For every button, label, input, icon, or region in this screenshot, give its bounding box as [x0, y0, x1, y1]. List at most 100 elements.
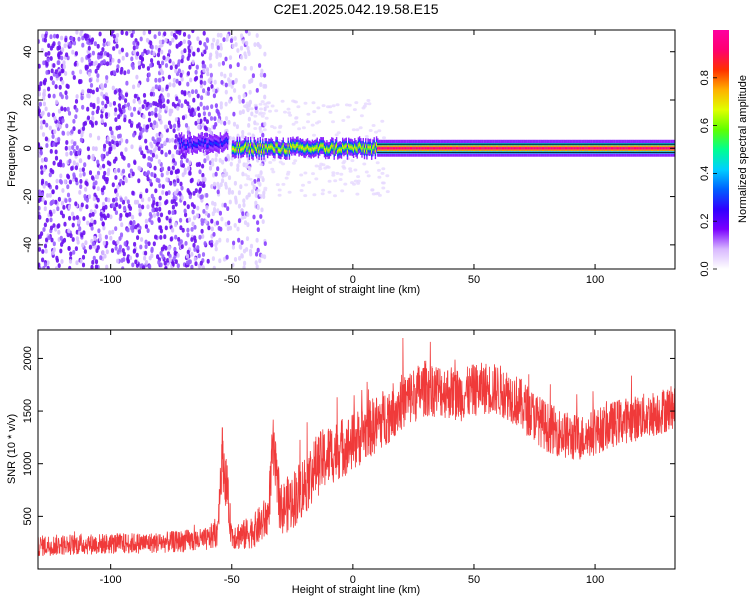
spectrogram-cell: [143, 255, 147, 261]
spectrogram-cell: [312, 193, 317, 197]
spectrogram-cell: [158, 84, 162, 90]
spectrogram-cell: [477, 147, 479, 150]
spectrogram-cell: [538, 147, 540, 150]
spectrogram-cell: [137, 65, 142, 70]
spectrogram-cell: [118, 88, 122, 93]
spectrogram-cell: [291, 122, 296, 126]
spectrogram-cell: [199, 141, 201, 145]
spectrogram-cell: [182, 39, 186, 44]
spectrogram-cell: [131, 65, 135, 70]
spectrogram-cell: [174, 34, 178, 40]
spectrogram-cell: [224, 101, 228, 107]
spectrogram-cell: [149, 40, 153, 46]
spectrogram-cell: [367, 102, 372, 106]
spectrogram-cell: [150, 58, 154, 63]
spectrogram-cell: [176, 106, 180, 111]
spectrogram-cell: [108, 141, 112, 147]
spectrogram-cell: [113, 168, 117, 174]
spectrogram-cell: [46, 57, 50, 63]
spectrogram-cell: [258, 258, 262, 264]
spectrogram-cell: [181, 172, 185, 178]
spectrogram-cell: [125, 31, 129, 36]
spectrogram-cell: [97, 63, 101, 68]
spectrogram-cell: [161, 39, 165, 45]
spectrogram-cell: [124, 176, 128, 182]
spectrogram-cell: [43, 206, 47, 212]
spectrogram-cell: [83, 33, 87, 39]
spectrogram-cell: [275, 143, 277, 147]
spectrogram-cell: [167, 245, 171, 251]
spectrogram-cell: [76, 239, 80, 245]
spectrogram-cell: [213, 79, 217, 85]
spectrogram-cell: [216, 181, 220, 187]
spectrogram-cell: [66, 106, 70, 112]
spectrogram-cell: [314, 177, 319, 181]
spectrogram-cell: [148, 264, 152, 269]
spectrogram-cell: [213, 141, 215, 144]
spectrogram-cell: [93, 41, 97, 47]
spectrogram-cell: [402, 147, 404, 150]
spectrogram-cell: [47, 43, 51, 48]
spectrogram-cell: [124, 98, 128, 103]
spectrogram-cell: [81, 167, 85, 173]
spectrogram-cell: [506, 147, 509, 150]
spectrogram-cell: [293, 145, 295, 149]
spectrogram-cell: [188, 194, 192, 200]
spectrogram-cell: [145, 188, 149, 194]
spectrogram-cell: [196, 47, 200, 53]
spectrogram-cell: [242, 198, 246, 204]
spectrogram-cell: [201, 183, 205, 188]
spectrogram-cell: [103, 170, 107, 176]
spectrogram-cell: [113, 206, 117, 212]
spectrogram-cell: [238, 110, 242, 116]
spectrogram-cell: [232, 121, 237, 127]
spectrogram-cell: [593, 147, 596, 150]
spectrogram-cell: [133, 160, 137, 166]
spectrogram-cell: [237, 237, 241, 243]
spectrogram-cell: [380, 119, 385, 123]
spectrogram-cell: [629, 147, 631, 150]
spectrogram-cell: [60, 55, 64, 61]
spectrogram-cell: [169, 124, 173, 130]
spectrogram-cell: [187, 39, 191, 45]
spectrogram-cell: [286, 107, 291, 111]
spectrogram-cell: [206, 91, 210, 96]
spectrogram-cell: [38, 91, 41, 97]
spectrogram-cell: [303, 194, 308, 198]
spectrogram-cell: [184, 212, 188, 218]
spectrogram-cell: [165, 199, 169, 205]
spectrogram-cell: [174, 259, 178, 265]
spectrogram-cell: [253, 42, 257, 47]
spectrogram-cell: [39, 125, 44, 130]
spectrogram-cell: [199, 118, 203, 124]
spectrogram-cell: [187, 48, 192, 54]
spectrogram-cell: [161, 98, 165, 103]
spectrogram-cell: [98, 31, 102, 37]
spectrogram-cell: [221, 173, 225, 179]
spectrogram-cell: [211, 161, 215, 167]
spectrogram-cell: [501, 147, 504, 150]
spectrogram-cell: [180, 103, 184, 109]
spectrogram-cell: [567, 147, 569, 150]
spectrogram-cell: [262, 128, 267, 132]
spectrogram-cell: [183, 48, 187, 54]
spectrogram-cell: [202, 68, 206, 73]
spectrogram-cell: [80, 95, 84, 101]
spectrogram-cell: [186, 166, 191, 171]
spectrogram-cell: [214, 152, 219, 158]
spectrogram-cell: [553, 147, 556, 150]
spectrogram-cell: [562, 147, 564, 150]
spectrogram-cell: [102, 225, 106, 231]
spectrogram-cell: [142, 30, 146, 36]
spectrogram-cell: [144, 224, 148, 229]
spectrogram-cell: [99, 51, 103, 56]
spectrogram-cell: [49, 225, 54, 231]
spectrogram-cell: [315, 146, 317, 150]
spectrogram-cell: [329, 146, 332, 149]
spectrogram-cell: [453, 147, 455, 150]
spectrogram-cell: [194, 120, 198, 126]
spectrogram-cell: [336, 131, 341, 135]
spectrogram-cell: [132, 49, 136, 55]
spectrogram-cell: [69, 150, 73, 156]
spectrogram-cell: [154, 84, 158, 90]
